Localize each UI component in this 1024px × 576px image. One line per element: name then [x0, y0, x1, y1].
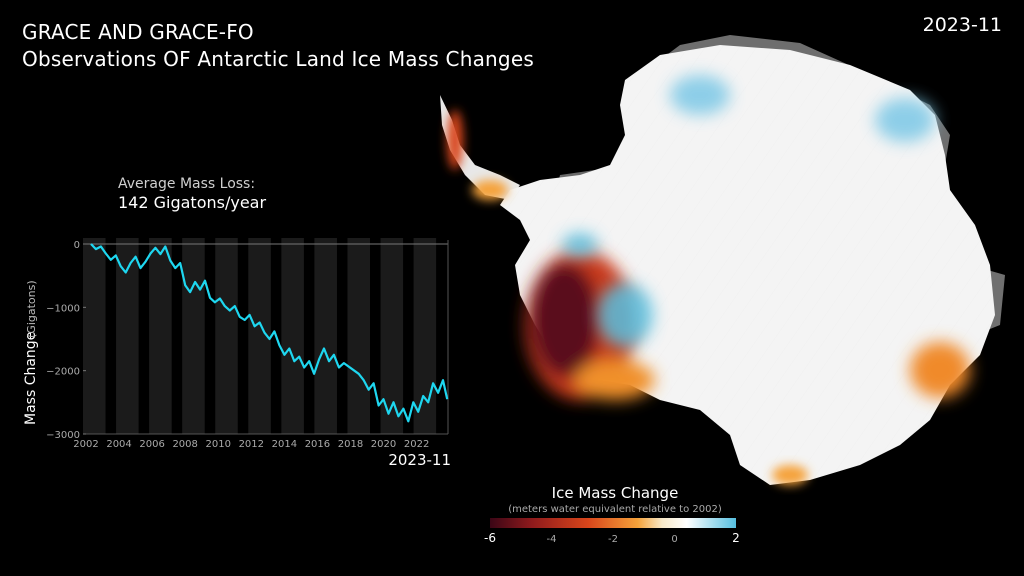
legend-subtitle: (meters water equivalent relative to 200…: [508, 504, 722, 515]
legend-colorbar: [490, 518, 736, 528]
x-tick-label: 2008: [172, 439, 197, 450]
mass-gain-regions: [562, 75, 935, 347]
year-bands: [83, 238, 437, 434]
mass-change-line: [90, 243, 449, 423]
antarctica-map: [440, 35, 1005, 485]
x-tick-label: 2004: [106, 439, 131, 450]
average-mass-loss-value: 142 Gigatons/year: [118, 193, 267, 212]
year-band: [149, 238, 172, 434]
x-tick-label: 2022: [404, 439, 429, 450]
year-band: [215, 238, 238, 434]
color-legend: Ice Mass Change (meters water equivalent…: [484, 484, 740, 545]
x-ticks: 2002 2004 2006 2008 2010 2012 2014 2016 2018 2020…: [73, 439, 429, 450]
year-band: [83, 238, 106, 434]
year-band: [314, 238, 337, 434]
average-mass-loss-label: Average Mass Loss:: [118, 176, 256, 192]
legend-tick-label: 2: [732, 531, 740, 545]
chart-axes: [86, 240, 449, 435]
y-axis-label: Mass Change: [23, 332, 39, 425]
x-tick-label: 2014: [272, 439, 297, 450]
mass-loss-queen-maud: [772, 465, 808, 485]
year-band: [182, 238, 205, 434]
year-band: [380, 238, 404, 434]
title-line-2: Observations OF Antarctic Land Ice Mass …: [22, 47, 534, 71]
x-tick-label: 2020: [371, 439, 396, 450]
current-date-label: 2023-11: [388, 451, 451, 469]
mass-change-chart: Mass Change (Gigatons) 0−1000−2000−3000 …: [23, 238, 451, 469]
y-tick-label: 0: [74, 240, 80, 251]
year-band: [347, 238, 371, 434]
mass-loss-peninsula: [447, 110, 508, 200]
year-band: [116, 238, 139, 434]
year-band: [281, 238, 304, 434]
x-tick-label: 2002: [73, 439, 98, 450]
y-ticks: 0 −1000 −2000 −3000: [46, 240, 86, 441]
y-tick-label: −1000: [46, 303, 80, 314]
x-tick-label: 2006: [139, 439, 164, 450]
x-tick-label: 2012: [239, 439, 264, 450]
legend-tick-label: 0: [671, 534, 677, 545]
mass-loss-wilkes: [910, 342, 970, 398]
y-tick-label: −2000: [46, 367, 80, 378]
year-band: [248, 238, 271, 434]
x-tick-label: 2010: [206, 439, 231, 450]
legend-tick-label: -4: [547, 534, 557, 545]
legend-tick-label: -6: [484, 531, 496, 545]
y-axis-unit: (Gigatons): [25, 280, 38, 338]
x-tick-label: 2018: [338, 439, 363, 450]
year-band: [413, 238, 437, 434]
x-tick-label: 2016: [305, 439, 330, 450]
legend-ticks: -6 -4 -2 0 2: [484, 531, 740, 545]
title-line-1: GRACE AND GRACE-FO: [22, 20, 254, 44]
y-tick-label: −3000: [46, 430, 80, 441]
mass-loss-region-west: [525, 250, 655, 400]
legend-tick-label: -2: [608, 534, 618, 545]
legend-title: Ice Mass Change: [552, 484, 679, 502]
current-date: 2023-11: [922, 14, 1002, 36]
